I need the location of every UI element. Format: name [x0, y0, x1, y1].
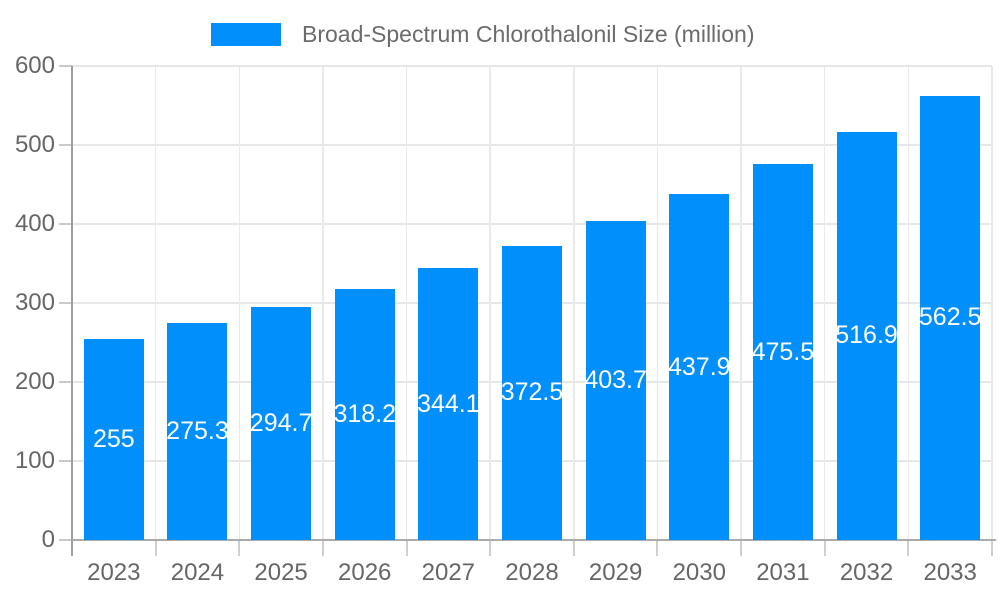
legend-item[interactable]: Broad-Spectrum Chlorothalonil Size (mill…	[211, 21, 755, 48]
bar-value-label: 403.7	[584, 366, 647, 395]
y-tick-label: 300	[14, 289, 55, 316]
y-tick	[59, 381, 72, 383]
bar-value-label: 275.3	[166, 416, 229, 445]
x-tick-label: 2023	[87, 559, 141, 586]
x-tick-label: 2026	[338, 559, 392, 586]
bar-value-label: 344.1	[417, 389, 480, 418]
legend-label: Broad-Spectrum Chlorothalonil Size (mill…	[302, 21, 755, 47]
bar-value-label: 318.2	[333, 399, 396, 428]
bar[interactable]: 475.5	[751, 164, 815, 540]
x-gridline	[907, 66, 910, 540]
x-tick	[489, 540, 492, 556]
y-tick-label: 400	[14, 210, 55, 237]
y-tick-label: 0	[41, 526, 55, 553]
bar[interactable]: 372.5	[500, 245, 564, 540]
x-gridline	[991, 66, 993, 540]
bar[interactable]: 403.7	[584, 221, 647, 540]
bar[interactable]: 275.3	[166, 322, 229, 540]
x-gridline	[238, 66, 241, 540]
x-tick-label: 2029	[588, 559, 643, 586]
y-gridline	[72, 223, 992, 225]
x-tick-label: 2027	[421, 559, 476, 586]
x-tick	[823, 540, 826, 556]
y-tick-label: 500	[14, 131, 55, 158]
bar-value-label: 255	[92, 424, 135, 453]
legend-swatch	[211, 23, 281, 46]
x-tick-label: 2031	[756, 559, 810, 586]
y-tick-label: 200	[14, 368, 55, 395]
x-tick	[572, 540, 575, 556]
x-tick	[656, 540, 659, 556]
bar-value-label: 516.9	[835, 321, 898, 350]
bar[interactable]: 344.1	[417, 268, 480, 540]
y-tick	[59, 223, 72, 225]
x-tick-label: 2024	[170, 559, 225, 586]
y-gridline	[72, 65, 992, 67]
y-tick-label: 100	[14, 447, 55, 474]
x-tick	[405, 540, 408, 556]
x-gridline	[405, 66, 408, 540]
x-gridline	[573, 66, 575, 540]
y-tick-label: 600	[14, 52, 55, 79]
bar-value-label: 372.5	[500, 378, 564, 407]
x-gridline	[322, 66, 324, 540]
x-axis-line	[72, 539, 996, 541]
bar-value-label: 562.5	[918, 303, 982, 332]
x-tick-label: 2033	[923, 559, 977, 586]
x-gridline	[489, 66, 491, 540]
y-tick	[59, 144, 72, 146]
x-gridline	[823, 66, 826, 540]
y-axis-line	[71, 66, 73, 556]
x-tick	[321, 540, 324, 556]
x-gridline	[740, 66, 742, 540]
x-tick	[740, 540, 743, 556]
bar[interactable]: 516.9	[835, 131, 898, 540]
x-tick-label: 2030	[672, 559, 726, 586]
x-gridline	[656, 66, 659, 540]
y-tick	[59, 460, 72, 462]
bar[interactable]: 437.9	[667, 194, 731, 540]
x-tick	[907, 540, 910, 556]
x-tick	[238, 540, 241, 556]
y-tick	[59, 65, 72, 67]
x-gridline	[154, 66, 157, 540]
x-tick	[154, 540, 157, 556]
bar-value-label: 437.9	[667, 352, 731, 381]
bar[interactable]: 255	[83, 338, 144, 540]
x-tick-label: 2032	[839, 559, 894, 586]
bar-value-label: 294.7	[249, 409, 313, 438]
y-tick	[59, 302, 72, 304]
bar[interactable]: 318.2	[333, 288, 396, 540]
x-tick-label: 2028	[505, 559, 559, 586]
bar[interactable]: 562.5	[918, 95, 982, 540]
x-tick-label: 2025	[254, 559, 308, 586]
x-tick	[991, 540, 993, 556]
bar-value-label: 475.5	[751, 337, 815, 366]
y-gridline	[72, 144, 992, 146]
bar[interactable]: 294.7	[249, 307, 313, 540]
y-tick	[59, 539, 72, 541]
